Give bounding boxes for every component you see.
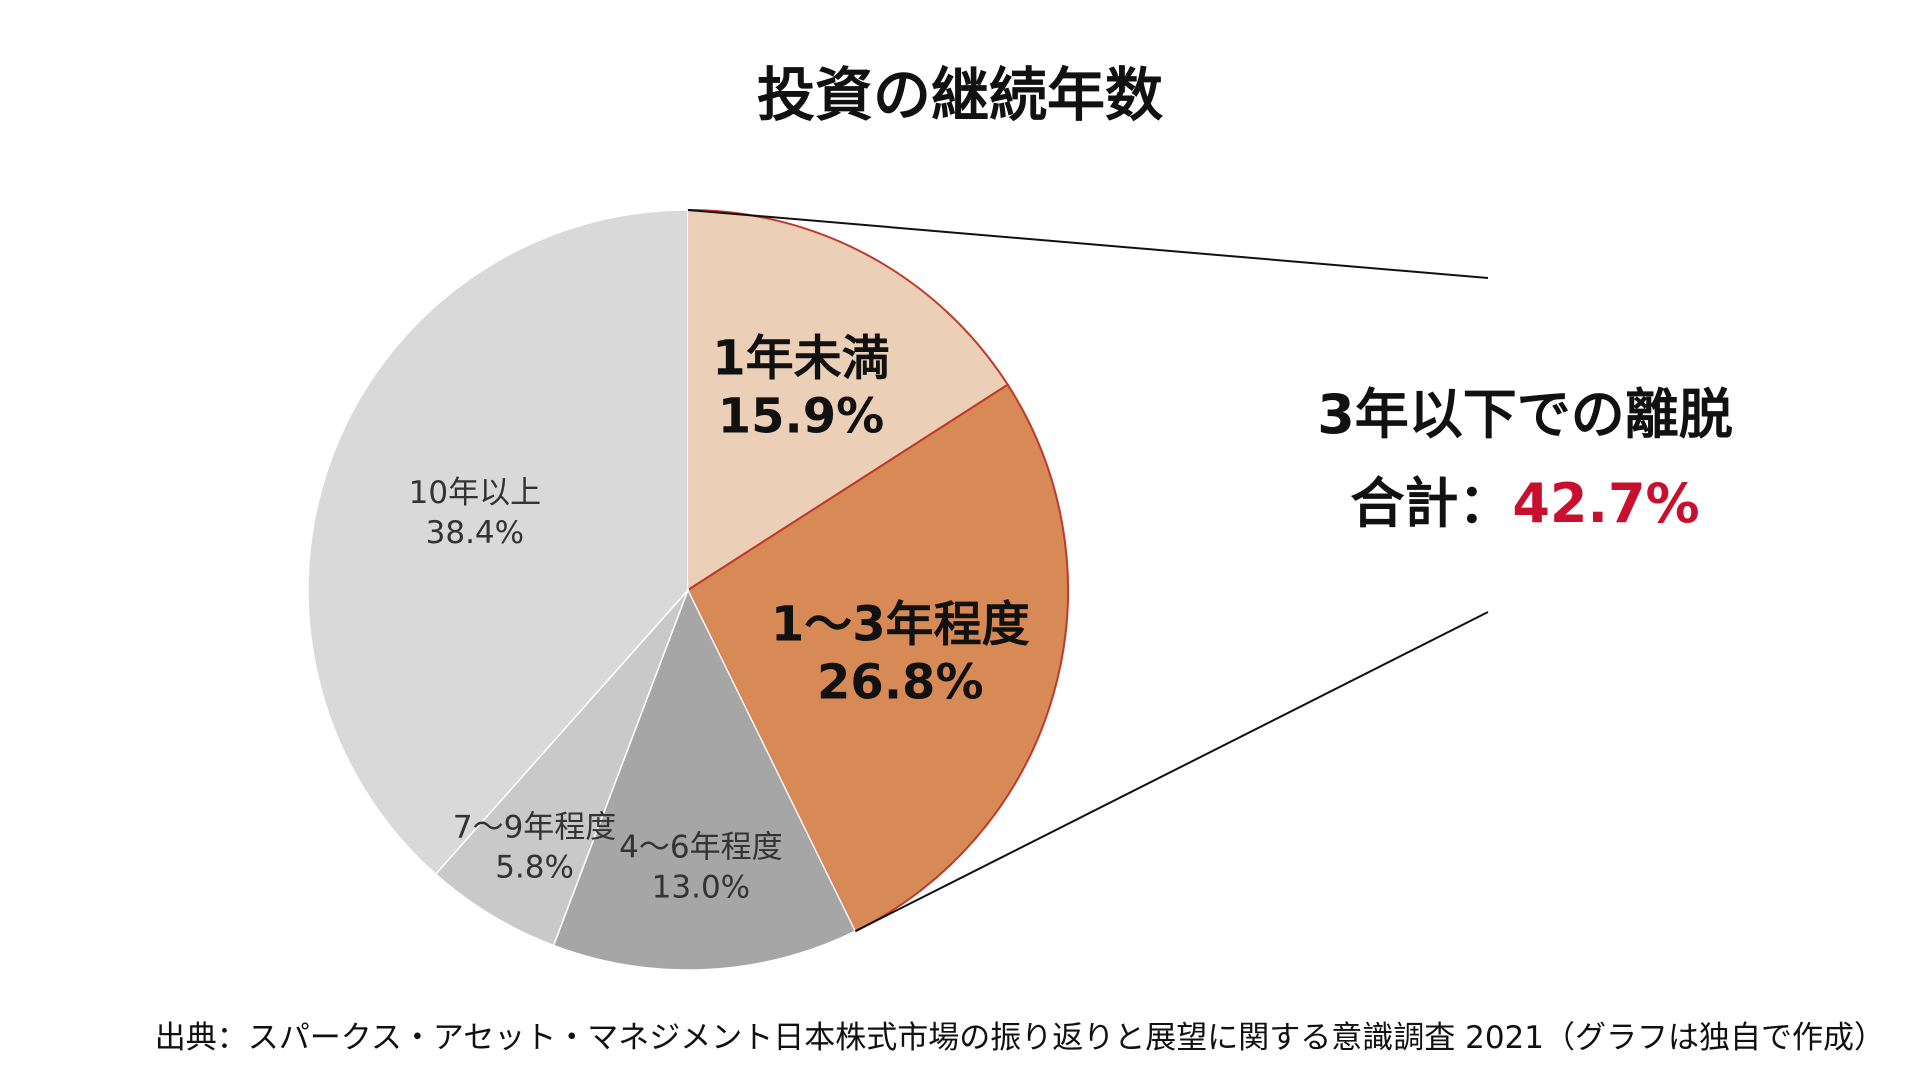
pie-slice-7-9y [434, 589, 689, 947]
slice-value-1-3y: 26.8% [817, 655, 984, 711]
slice-label-4-6y: 4〜6年程度 [619, 829, 782, 865]
slice-label-under-1y: 1年未満 [712, 331, 889, 387]
callout-total: 合計：42.7% [1350, 472, 1699, 535]
callout-connector-bottom [854, 611, 1489, 933]
slice-label-over-10y: 10年以上 [409, 475, 541, 511]
slice-value-under-1y: 15.9% [718, 389, 885, 445]
callout-total-prefix: 合計： [1350, 472, 1512, 535]
pie-slice-over-10y [307, 209, 689, 876]
source-note: 出典：スパークス・アセット・マネジメント日本株式市場の振り返りと展望に関する意識… [155, 1020, 1885, 1056]
pie-slice-under-1y [687, 208, 1010, 592]
slice-label-1-3y: 1〜3年程度 [771, 597, 1030, 653]
pie-slices [307, 208, 1069, 971]
pie-slice-4-6y [552, 588, 857, 971]
callout-total-value: 42.7% [1512, 472, 1699, 535]
slice-value-7-9y: 5.8% [495, 850, 574, 886]
pie-slice-1-3y [686, 383, 1069, 933]
callout-connector-top [687, 209, 1489, 279]
slice-value-4-6y: 13.0% [652, 869, 750, 905]
callout-title: 3年以下での離脱 [1317, 383, 1733, 446]
slice-value-over-10y: 38.4% [426, 515, 524, 551]
slice-label-7-9y: 7〜9年程度 [453, 810, 616, 846]
chart-title: 投資の継続年数 [757, 61, 1163, 129]
